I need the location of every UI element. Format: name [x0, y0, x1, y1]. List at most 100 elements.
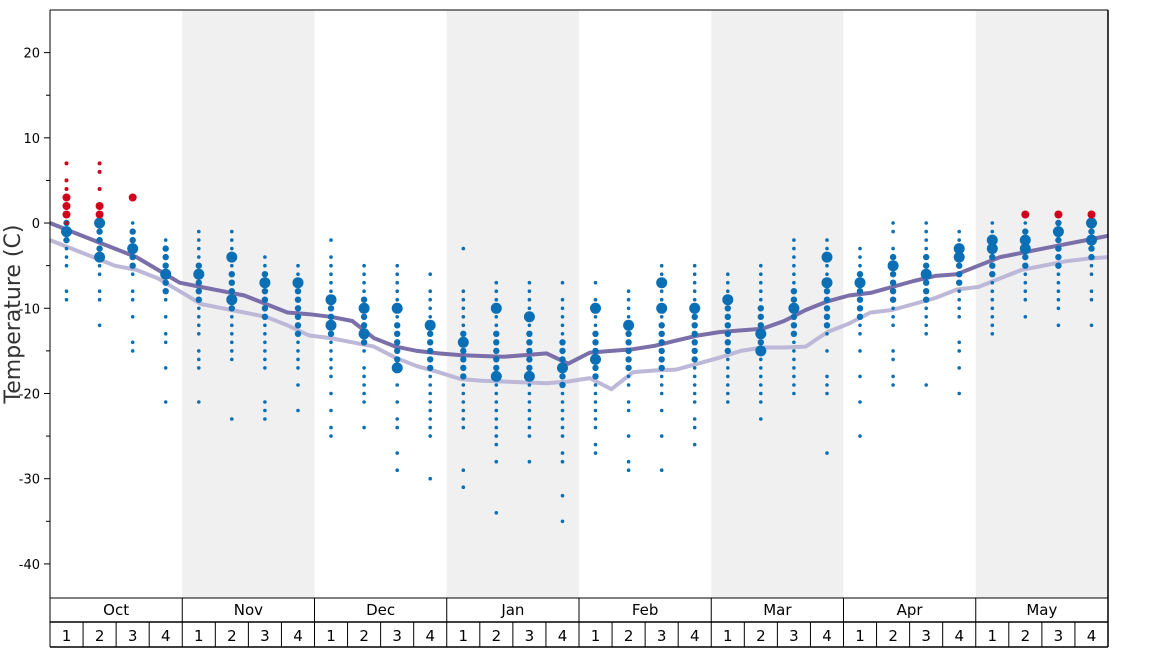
y-tick-label: 20 — [23, 47, 40, 62]
week-label: 3 — [392, 627, 402, 645]
temperature-point — [163, 297, 168, 302]
temperature-point — [395, 263, 400, 268]
temperature-point — [494, 323, 499, 328]
temperature-point — [195, 262, 202, 269]
temperature-point — [825, 272, 829, 277]
temperature-point-frequent — [854, 277, 866, 289]
temperature-point — [891, 357, 895, 362]
temperature-point — [395, 417, 400, 421]
temperature-point — [428, 425, 433, 430]
temperature-point — [825, 263, 829, 268]
temperature-point — [197, 400, 201, 404]
week-label: 1 — [855, 627, 865, 645]
temperature-point — [792, 366, 796, 370]
temperature-point — [792, 280, 796, 285]
temperature-point-frequent — [590, 302, 601, 314]
temperature-point — [494, 383, 499, 387]
temperature-point — [990, 289, 995, 294]
temperature-point — [329, 280, 333, 285]
temperature-point-frequent — [457, 336, 469, 348]
y-tick-label: -30 — [19, 473, 40, 488]
temperature-point-frequent — [94, 217, 106, 229]
temperature-point — [560, 280, 565, 285]
temperature-point — [263, 263, 267, 268]
temperature-point-frequent — [590, 353, 601, 365]
temperature-point — [726, 272, 730, 277]
temperature-point — [1088, 228, 1095, 235]
temperature-point — [957, 349, 961, 353]
temperature-point — [691, 347, 698, 355]
temperature-point — [427, 364, 434, 372]
temperature-point — [559, 356, 566, 363]
temperature-point — [427, 347, 434, 355]
temperature-point — [825, 451, 829, 455]
temperature-point — [792, 263, 796, 268]
temperature-point — [395, 425, 400, 430]
week-label: 3 — [657, 627, 667, 645]
temperature-point — [957, 306, 961, 311]
temperature-point — [856, 288, 864, 295]
temperature-point — [261, 271, 269, 278]
temperature-point — [593, 451, 598, 455]
temperature-point — [461, 315, 466, 319]
temperature-point — [691, 313, 698, 320]
temperature-point — [493, 330, 500, 337]
temperature-point — [230, 238, 234, 242]
temperature-point — [692, 289, 697, 294]
temperature-point — [1056, 289, 1061, 294]
temperature-point — [858, 255, 862, 259]
temperature-point — [891, 374, 895, 379]
temperature-point — [626, 306, 631, 311]
temperature-point — [957, 366, 961, 370]
temperature-point — [494, 297, 499, 302]
temperature-point-frequent — [557, 362, 568, 374]
temperature-point — [163, 332, 168, 336]
week-label: 4 — [293, 627, 303, 645]
temperature-point — [592, 373, 599, 380]
temperature-point — [296, 272, 300, 277]
temperature-point — [692, 383, 697, 387]
temperature-point — [461, 289, 466, 294]
temperature-point — [724, 322, 731, 329]
temperature-point — [493, 364, 500, 372]
temperature-point — [461, 323, 466, 328]
temperature-point — [527, 306, 532, 311]
temperature-point — [329, 349, 333, 353]
temperature-point — [394, 356, 401, 363]
temperature-point — [130, 340, 135, 345]
temperature-point — [296, 366, 300, 370]
y-tick-label: -10 — [19, 302, 40, 317]
temperature-point — [889, 279, 897, 286]
temperature-point — [759, 272, 763, 277]
month-label-may: May — [1026, 601, 1057, 619]
temperature-point — [526, 339, 533, 346]
temperature-point — [527, 383, 532, 387]
temperature-point-frequent — [226, 294, 238, 306]
week-label: 3 — [1054, 627, 1064, 645]
temperature-point — [1056, 323, 1061, 328]
temperature-point-warm — [1021, 210, 1030, 219]
temperature-point — [626, 297, 631, 302]
temperature-point — [494, 400, 499, 404]
temperature-point — [559, 381, 566, 389]
temperature-point-warm — [97, 161, 102, 166]
temperature-point-frequent — [61, 226, 72, 238]
temperature-point — [97, 297, 102, 302]
temperature-point — [526, 347, 533, 355]
temperature-point — [891, 315, 895, 319]
temperature-point-frequent — [755, 345, 767, 357]
y-tick-label: -40 — [19, 558, 40, 573]
week-label: 4 — [161, 627, 171, 645]
temperature-point — [329, 357, 333, 362]
temperature-point — [162, 288, 169, 295]
temperature-point — [856, 296, 864, 303]
temperature-point — [230, 340, 234, 345]
temperature-point — [362, 289, 366, 294]
temperature-point — [823, 296, 831, 303]
temperature-point — [527, 425, 532, 430]
temperature-point — [658, 322, 665, 329]
temperature-point — [626, 434, 631, 438]
average-line-0 — [49, 238, 1109, 392]
temperature-point — [494, 315, 499, 319]
temperature-point — [792, 374, 796, 379]
